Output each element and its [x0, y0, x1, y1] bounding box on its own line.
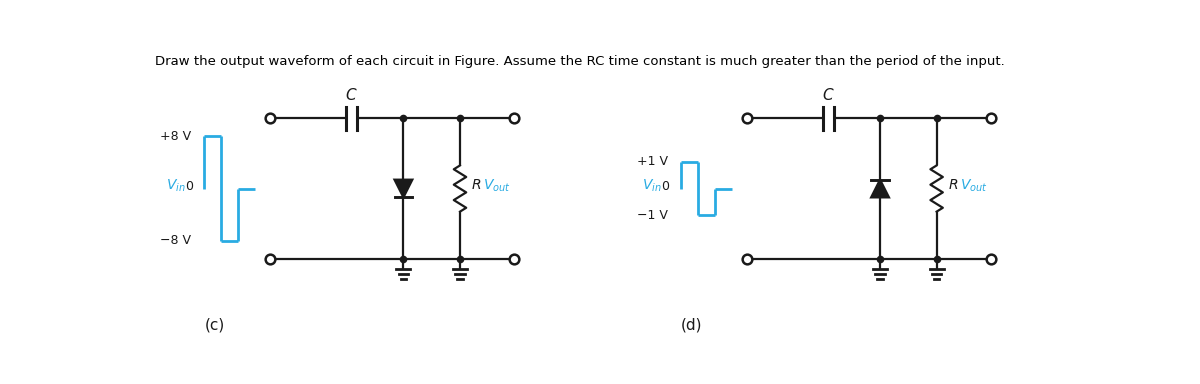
Text: +1 V: +1 V — [637, 155, 667, 168]
Text: $V_{in}$: $V_{in}$ — [642, 178, 662, 194]
Text: $V_{in}$: $V_{in}$ — [166, 178, 185, 194]
Text: +8 V: +8 V — [160, 130, 191, 143]
Text: (d): (d) — [680, 317, 702, 332]
Text: C: C — [822, 88, 833, 103]
Text: R: R — [472, 179, 481, 192]
Text: −8 V: −8 V — [160, 234, 191, 247]
Text: R: R — [948, 179, 958, 192]
Text: $V_{out}$: $V_{out}$ — [484, 177, 511, 194]
Text: $V_{out}$: $V_{out}$ — [960, 177, 988, 194]
Text: (c): (c) — [204, 317, 224, 332]
Polygon shape — [871, 180, 889, 197]
Polygon shape — [395, 180, 413, 197]
Text: 0: 0 — [661, 180, 670, 193]
Text: Draw the output waveform of each circuit in Figure. Assume the RC time constant : Draw the output waveform of each circuit… — [156, 55, 1006, 68]
Text: 0: 0 — [185, 180, 193, 193]
Text: C: C — [346, 88, 356, 103]
Text: −1 V: −1 V — [637, 209, 667, 222]
